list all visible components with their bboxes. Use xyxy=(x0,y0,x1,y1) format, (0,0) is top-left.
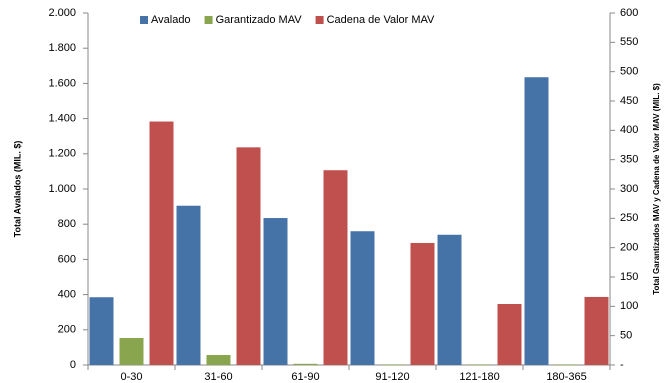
x-tick-label: 61-90 xyxy=(291,371,319,383)
x-tick-label: 121-180 xyxy=(459,371,499,383)
y2-tick-label: - xyxy=(620,359,624,371)
y2-tick-label: 200 xyxy=(620,242,638,254)
y2-tick-label: 400 xyxy=(620,124,638,136)
y-tick-label: 1.400 xyxy=(48,113,76,125)
legend-swatch xyxy=(140,16,148,24)
y-tick-label: 1.800 xyxy=(48,42,76,54)
legend-label: Garantizado MAV xyxy=(216,14,303,26)
y-tick-label: 0 xyxy=(70,359,76,371)
bar xyxy=(206,355,231,365)
y2-axis-label: Total Garantizados MAV y Cadena de Valor… xyxy=(652,83,661,295)
x-tick-label: 91-120 xyxy=(375,371,409,383)
y-tick-label: 1.200 xyxy=(48,148,76,160)
x-tick-label: 31-60 xyxy=(204,371,232,383)
y-tick-label: 2.000 xyxy=(48,7,76,19)
legend-label: Cadena de Valor MAV xyxy=(327,14,435,26)
bar xyxy=(236,147,261,365)
bar xyxy=(524,77,549,366)
bar xyxy=(89,297,114,365)
y-axis-label: Total Avalados (MIL. $) xyxy=(12,141,22,238)
bar xyxy=(149,121,174,366)
bar xyxy=(467,364,492,365)
y-tick-label: 1.000 xyxy=(48,183,76,195)
legend-swatch xyxy=(204,16,213,24)
bar xyxy=(437,234,462,365)
y2-tick-label: 150 xyxy=(620,271,638,283)
y-tick-label: 600 xyxy=(58,253,76,265)
y2-tick-label: 350 xyxy=(620,154,638,166)
y2-tick-label: 300 xyxy=(620,183,638,195)
x-tick-label: 180-365 xyxy=(546,371,586,383)
y-tick-label: 1.600 xyxy=(48,77,76,89)
bar xyxy=(584,296,609,365)
y2-tick-label: 600 xyxy=(620,7,638,19)
y-tick-label: 800 xyxy=(58,218,76,230)
y-tick-label: 400 xyxy=(58,289,76,301)
bar xyxy=(263,218,288,365)
bar xyxy=(293,363,318,365)
legend-swatch xyxy=(315,16,324,24)
bar xyxy=(410,242,435,365)
y-tick-label: 200 xyxy=(58,324,76,336)
legend-label: Avalado xyxy=(151,14,191,26)
bar xyxy=(176,205,201,365)
bar xyxy=(380,364,405,365)
bar xyxy=(497,303,522,365)
y2-tick-label: 50 xyxy=(620,330,632,342)
bar xyxy=(119,338,144,365)
y2-tick-label: 250 xyxy=(620,212,638,224)
bar xyxy=(323,170,348,365)
y2-tick-label: 100 xyxy=(620,300,638,312)
bar xyxy=(350,231,375,365)
y2-tick-label: 500 xyxy=(620,66,638,78)
y2-tick-label: 550 xyxy=(620,36,638,48)
y2-tick-label: 450 xyxy=(620,95,638,107)
bar xyxy=(554,364,579,365)
x-tick-label: 0-30 xyxy=(120,371,142,383)
